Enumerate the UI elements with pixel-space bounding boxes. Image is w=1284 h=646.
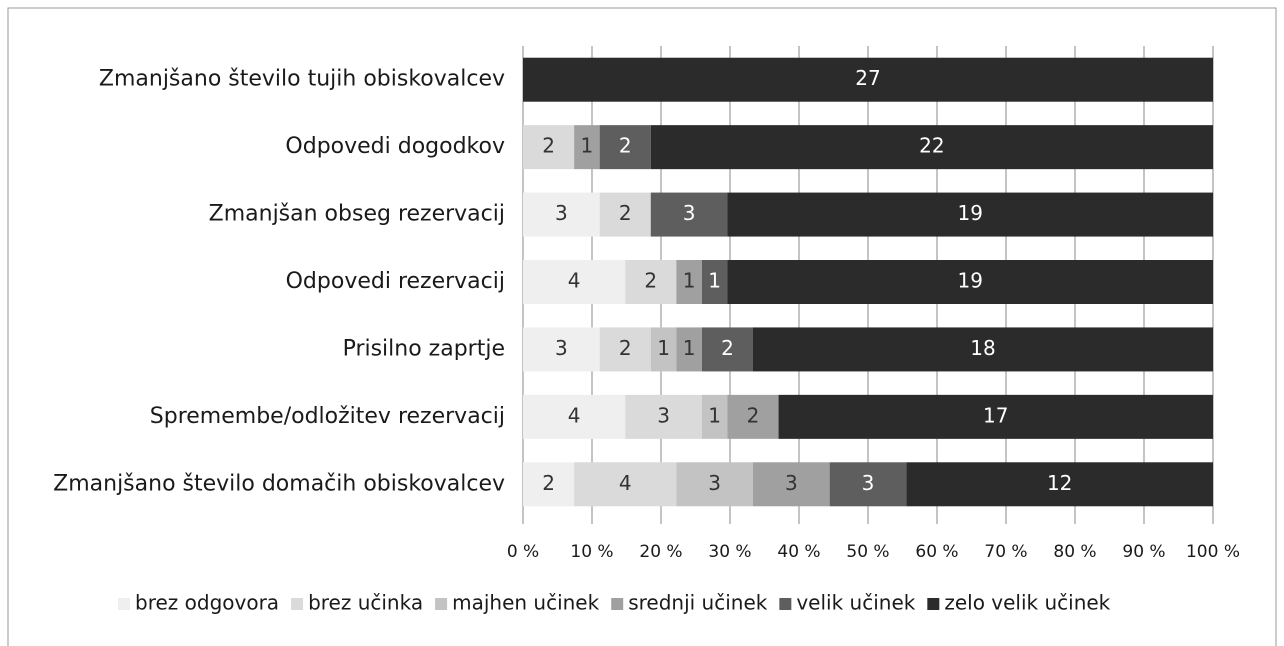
value-label: 4 — [619, 471, 632, 495]
value-label: 1 — [683, 336, 696, 360]
value-label: 3 — [785, 471, 798, 495]
bar-segment — [625, 394, 702, 439]
x-tick-label: 60 % — [915, 542, 958, 562]
bar-segment — [650, 125, 1213, 170]
legend-swatch — [435, 598, 448, 610]
bar-segment — [676, 462, 753, 507]
bar-segment — [625, 260, 677, 304]
value-label: 3 — [683, 201, 696, 225]
legend-swatch — [779, 598, 792, 610]
bar-segment — [727, 192, 1213, 237]
bar-segment — [906, 462, 1213, 507]
x-tick-label: 20 % — [639, 542, 682, 562]
value-label: 2 — [619, 201, 632, 225]
value-label: 2 — [619, 336, 632, 360]
x-tick-label: 40 % — [777, 542, 820, 562]
legend-label: zelo velik učinek — [944, 591, 1110, 615]
bar-segment — [650, 327, 677, 372]
bar-segment — [701, 260, 728, 304]
value-label: 27 — [855, 66, 880, 90]
value-label: 4 — [568, 269, 581, 293]
x-tick-label: 0 % — [507, 542, 539, 562]
bar-segment — [753, 462, 830, 507]
value-label: 2 — [542, 134, 555, 158]
bar-segment — [574, 462, 677, 507]
frame — [7, 7, 1277, 646]
value-label: 2 — [747, 403, 760, 427]
value-label: 1 — [708, 403, 721, 427]
bar-segment — [676, 260, 702, 304]
value-label: 2 — [721, 336, 734, 360]
value-label: 2 — [644, 269, 657, 293]
bar-segment — [727, 260, 1213, 304]
bar-segment — [650, 192, 728, 237]
x-tick-label: 10 % — [570, 542, 613, 562]
legend-label: brez odgovora — [135, 591, 279, 615]
value-label: 1 — [657, 336, 670, 360]
bar-segment — [523, 394, 626, 439]
legend-label: srednji učinek — [628, 591, 768, 615]
legend-label: brez učinka — [308, 591, 423, 615]
value-label: 3 — [657, 403, 670, 427]
x-tick-label: 100 % — [1186, 542, 1240, 562]
category-label: Prisilno zaprtje — [343, 336, 505, 361]
value-label: 3 — [708, 471, 721, 495]
bar-segment — [778, 394, 1213, 439]
value-label: 2 — [619, 134, 632, 158]
bar-segment — [676, 327, 702, 372]
bar-segment — [599, 192, 651, 237]
value-label: 3 — [555, 201, 568, 225]
category-label: Odpovedi rezervacij — [286, 269, 505, 294]
value-label: 19 — [957, 269, 982, 293]
category-label: Zmanjšano število tujih obiskovalcev — [99, 67, 505, 92]
bar-segment — [727, 394, 779, 439]
bar-segment — [523, 462, 575, 507]
legend-label: majhen učinek — [452, 591, 600, 615]
category-label: Zmanjšan obseg rezervacij — [209, 202, 505, 227]
value-label: 22 — [919, 134, 944, 158]
bar-segment — [574, 125, 600, 170]
bar-segment — [701, 394, 728, 439]
value-label: 3 — [862, 471, 875, 495]
legend-label: velik učinek — [796, 591, 915, 615]
x-tick-label: 50 % — [846, 542, 889, 562]
value-label: 18 — [970, 336, 995, 360]
category-label: Zmanjšano število domačih obiskovalcev — [53, 471, 505, 496]
bar-segment — [753, 327, 1213, 372]
bar-segment — [599, 125, 651, 170]
bar-segment — [523, 327, 600, 372]
x-tick-label: 90 % — [1122, 542, 1165, 562]
category-label: Spremembe/odložitev rezervacij — [150, 404, 505, 429]
bar-segment — [523, 260, 626, 304]
bar-segment — [599, 327, 651, 372]
x-tick-label: 70 % — [984, 542, 1027, 562]
value-label: 1 — [683, 269, 696, 293]
bar-segment — [829, 462, 907, 507]
bar-segment — [701, 327, 753, 372]
value-label: 12 — [1047, 471, 1072, 495]
legend-swatch — [611, 598, 624, 610]
value-label: 19 — [957, 201, 982, 225]
x-tick-label: 80 % — [1053, 542, 1096, 562]
legend-swatch — [118, 598, 130, 610]
value-label: 2 — [542, 471, 555, 495]
value-label: 3 — [555, 336, 568, 360]
x-tick-label: 30 % — [708, 542, 751, 562]
category-label: Odpovedi dogodkov — [285, 134, 505, 159]
value-label: 17 — [983, 403, 1008, 427]
value-label: 1 — [708, 269, 721, 293]
value-label: 4 — [568, 403, 581, 427]
bar-segment — [523, 57, 1213, 102]
value-label: 1 — [581, 134, 594, 158]
legend-swatch — [291, 598, 304, 610]
bar-segment — [523, 125, 575, 170]
legend-swatch — [927, 598, 940, 610]
bar-segment — [523, 192, 600, 237]
